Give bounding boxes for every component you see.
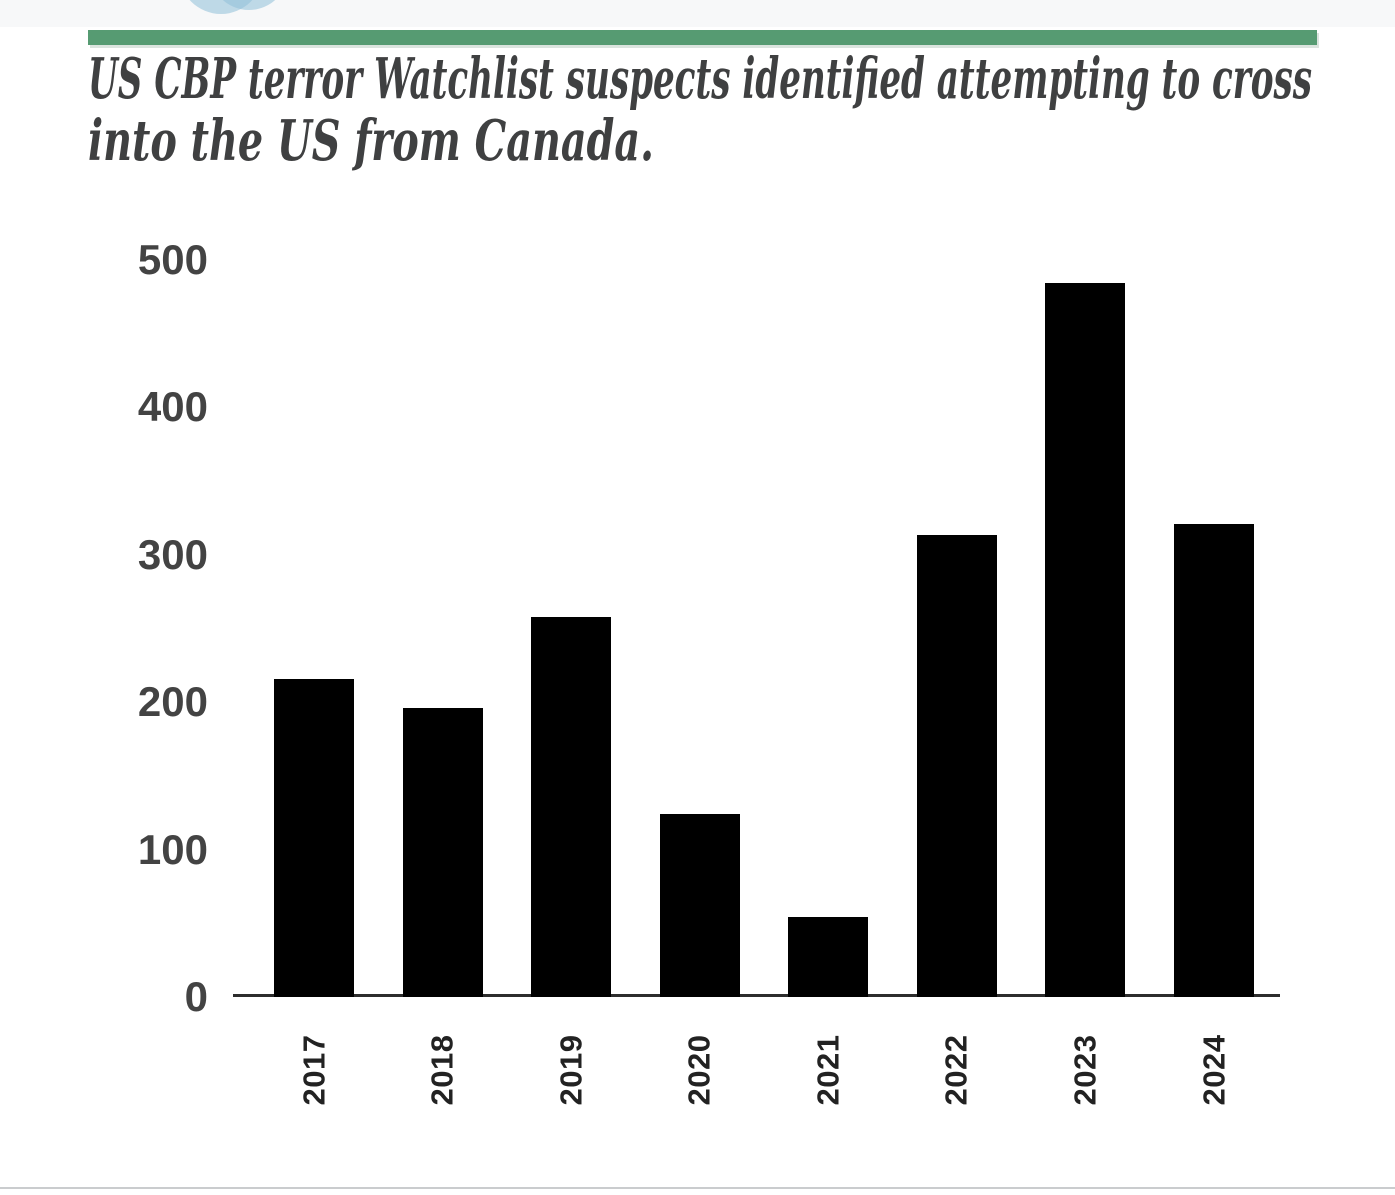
chart-title-line2: into the US from Canada. xyxy=(88,108,654,174)
x-tick-label: 2022 xyxy=(938,1034,974,1106)
divider-bar xyxy=(88,30,1317,45)
y-tick-label: 300 xyxy=(137,530,208,578)
chart-title-line1: US CBP terror Watchlist suspects identif… xyxy=(88,46,1312,112)
bar-2018 xyxy=(402,708,483,997)
x-tick-label: 2018 xyxy=(424,1034,460,1106)
x-axis-line xyxy=(233,994,1280,997)
bar-2023 xyxy=(1045,283,1126,997)
x-tick-label: 2020 xyxy=(681,1034,717,1106)
x-tick-label: 2024 xyxy=(1195,1034,1231,1106)
header-band xyxy=(0,0,1395,27)
y-tick-label: 500 xyxy=(137,235,208,283)
logo-circle-right-icon xyxy=(209,0,289,10)
bar-2020 xyxy=(659,814,740,997)
x-tick-label: 2017 xyxy=(296,1034,331,1106)
bar-2021 xyxy=(788,917,869,997)
chart-title: US CBP terror Watchlist suspects identif… xyxy=(88,46,1312,174)
bar-2024 xyxy=(1173,524,1254,997)
bar-2017 xyxy=(274,679,354,997)
bar-2022 xyxy=(916,535,997,997)
bar-2019 xyxy=(531,617,612,997)
y-tick-label: 200 xyxy=(137,678,208,726)
y-tick-label: 0 xyxy=(184,973,208,1020)
bottom-divider xyxy=(0,1187,1395,1189)
y-tick-label: 400 xyxy=(137,383,208,431)
x-tick-label: 2023 xyxy=(1067,1034,1103,1106)
y-tick-label: 100 xyxy=(137,825,208,873)
x-tick-label: 2019 xyxy=(553,1034,589,1106)
x-tick-label: 2021 xyxy=(810,1034,846,1106)
